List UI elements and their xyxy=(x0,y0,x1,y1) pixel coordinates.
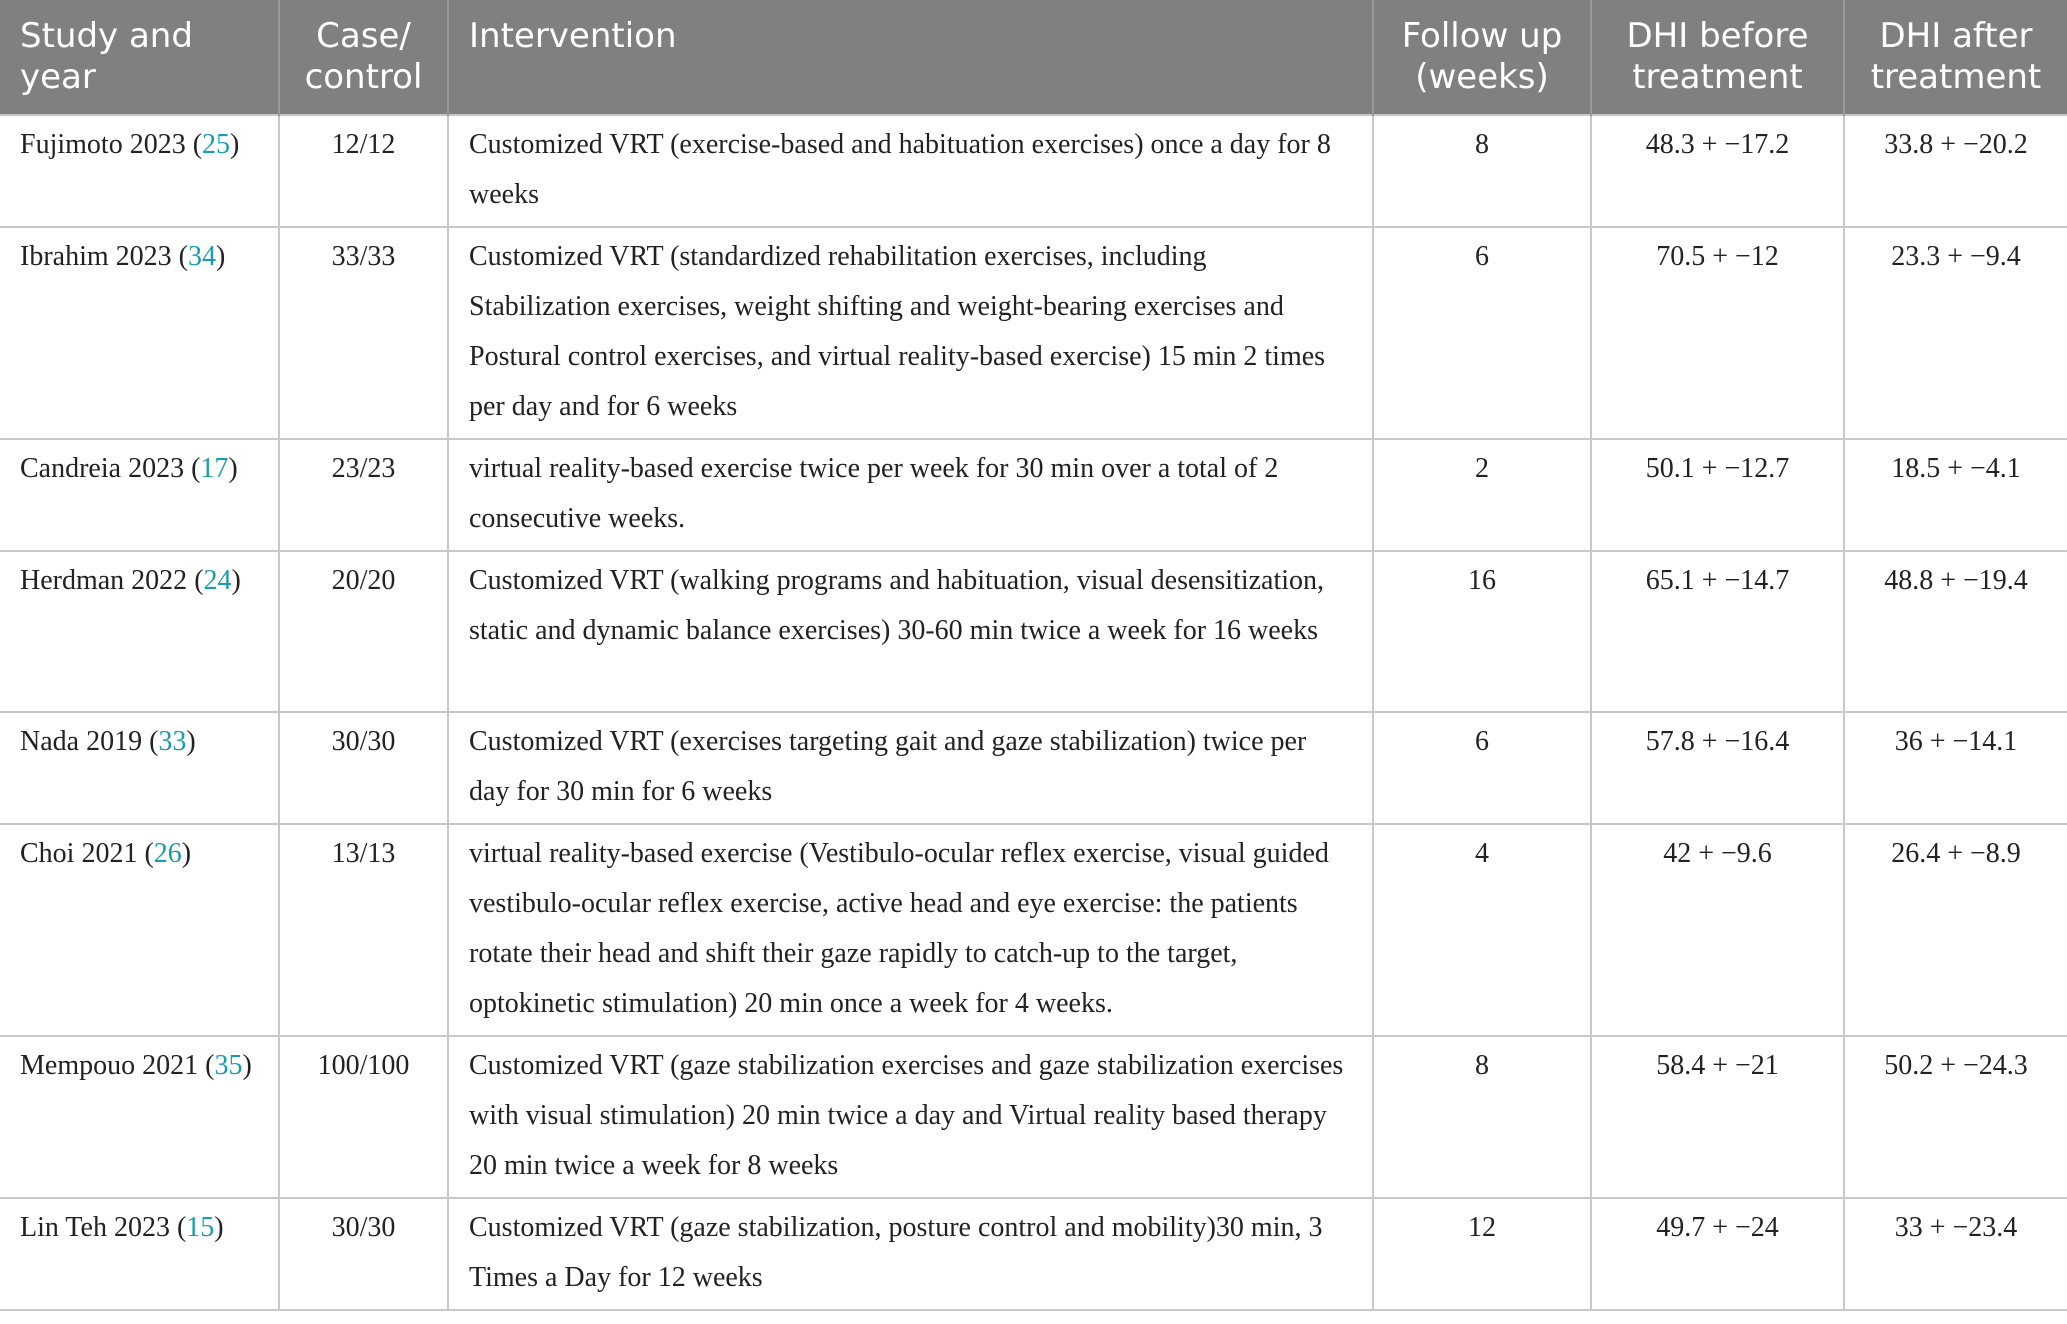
follow-up-cell: 4 xyxy=(1372,823,1592,1037)
dhi-before-cell: 48.3 + −17.2 xyxy=(1590,114,1845,228)
intervention-cell: Customized VRT (walking programs and hab… xyxy=(447,550,1374,713)
study-name: Candreia 2023 xyxy=(20,453,185,484)
table-row: Herdman 2022 (24) 20/20 Customized VRT (wa… xyxy=(0,550,2067,713)
dhi-after-cell: 26.4 + −8.9 xyxy=(1843,823,2067,1037)
study-cell: Mempouo 2021 (35) xyxy=(0,1035,280,1199)
study-cell: Lin Teh 2023 (15) xyxy=(0,1197,280,1311)
study-name: Lin Teh 2023 xyxy=(20,1212,170,1243)
reference-link[interactable]: 26 xyxy=(153,838,182,869)
study-cell: Ibrahim 2023 (34) xyxy=(0,226,280,440)
follow-up-cell: 6 xyxy=(1372,226,1592,440)
dhi-before-cell: 58.4 + −21 xyxy=(1590,1035,1845,1199)
dhi-after-cell: 33.8 + −20.2 xyxy=(1843,114,2067,228)
header-row: Study and year Case/ control Interventio… xyxy=(0,0,2067,115)
table-row: Mempouo 2021 (35) 100/100 Customized VRT (… xyxy=(0,1035,2067,1199)
study-cell: Choi 2021 (26) xyxy=(0,823,280,1037)
follow-up-cell: 8 xyxy=(1372,114,1592,228)
reference-link[interactable]: 15 xyxy=(186,1212,215,1243)
case-control-cell: 12/12 xyxy=(278,114,449,228)
follow-up-cell: 2 xyxy=(1372,438,1592,552)
study-cell: Nada 2019 (33) xyxy=(0,711,280,825)
study-name: Herdman 2022 xyxy=(20,565,188,596)
reference-link[interactable]: 25 xyxy=(202,129,231,160)
reference-link[interactable]: 33 xyxy=(158,726,187,757)
table-row: Fujimoto 2023 (25) 12/12 Customized VRT (e… xyxy=(0,114,2067,228)
reference-link[interactable]: 34 xyxy=(187,241,216,272)
study-name: Fujimoto 2023 xyxy=(20,129,186,160)
table-row: Choi 2021 (26) 13/13 virtual reality-based… xyxy=(0,823,2067,1037)
study-cell: Herdman 2022 (24) xyxy=(0,550,280,713)
dhi-after-cell: 50.2 + −24.3 xyxy=(1843,1035,2067,1199)
dhi-before-cell: 50.1 + −12.7 xyxy=(1590,438,1845,552)
header-case-control: Case/ control xyxy=(278,0,448,115)
table-row: Lin Teh 2023 (15) 30/30 Customized VRT (ga… xyxy=(0,1197,2067,1311)
follow-up-cell: 6 xyxy=(1372,711,1592,825)
intervention-cell: virtual reality-based exercise (Vestibul… xyxy=(447,823,1374,1037)
study-name: Mempouo 2021 xyxy=(20,1050,199,1081)
dhi-before-cell: 70.5 + −12 xyxy=(1590,226,1845,440)
follow-up-cell: 12 xyxy=(1372,1197,1592,1311)
table-row: Nada 2019 (33) 30/30 Customized VRT (exerc… xyxy=(0,711,2067,825)
reference-link[interactable]: 24 xyxy=(203,565,232,596)
intervention-cell: Customized VRT (gaze stabilization, post… xyxy=(447,1197,1374,1311)
dhi-before-cell: 57.8 + −16.4 xyxy=(1590,711,1845,825)
table-row: Ibrahim 2023 (34) 33/33 Customized VRT (st… xyxy=(0,226,2067,440)
header-study: Study and year xyxy=(0,0,279,115)
dhi-before-cell: 42 + −9.6 xyxy=(1590,823,1845,1037)
case-control-cell: 30/30 xyxy=(278,1197,449,1311)
intervention-cell: Customized VRT (standardized rehabilitat… xyxy=(447,226,1374,440)
intervention-cell: Customized VRT (exercises targeting gait… xyxy=(447,711,1374,825)
reference-link[interactable]: 17 xyxy=(200,453,229,484)
header-intervention: Intervention xyxy=(447,0,1373,115)
dhi-after-cell: 23.3 + −9.4 xyxy=(1843,226,2067,440)
study-name: Choi 2021 xyxy=(20,838,138,869)
study-cell: Fujimoto 2023 (25) xyxy=(0,114,280,228)
study-name: Ibrahim 2023 xyxy=(20,241,172,272)
dhi-after-cell: 33 + −23.4 xyxy=(1843,1197,2067,1311)
dhi-before-cell: 65.1 + −14.7 xyxy=(1590,550,1845,713)
case-control-cell: 30/30 xyxy=(278,711,449,825)
dhi-after-cell: 18.5 + −4.1 xyxy=(1843,438,2067,552)
reference-link[interactable]: 35 xyxy=(214,1050,243,1081)
case-control-cell: 100/100 xyxy=(278,1035,449,1199)
table-row: Candreia 2023 (17) 23/23 virtual reality-b… xyxy=(0,438,2067,552)
header-dhi-after: DHI after treatment xyxy=(1843,0,2067,115)
study-name: Nada 2019 xyxy=(20,726,143,757)
case-control-cell: 23/23 xyxy=(278,438,449,552)
header-follow-up: Follow up (weeks) xyxy=(1372,0,1591,115)
intervention-cell: Customized VRT (gaze stabilization exerc… xyxy=(447,1035,1374,1199)
study-cell: Candreia 2023 (17) xyxy=(0,438,280,552)
case-control-cell: 20/20 xyxy=(278,550,449,713)
case-control-cell: 13/13 xyxy=(278,823,449,1037)
dhi-before-cell: 49.7 + −24 xyxy=(1590,1197,1845,1311)
dhi-after-cell: 36 + −14.1 xyxy=(1843,711,2067,825)
follow-up-cell: 8 xyxy=(1372,1035,1592,1199)
dhi-after-cell: 48.8 + −19.4 xyxy=(1843,550,2067,713)
intervention-cell: virtual reality-based exercise twice per… xyxy=(447,438,1374,552)
follow-up-cell: 16 xyxy=(1372,550,1592,713)
intervention-cell: Customized VRT (exercise-based and habit… xyxy=(447,114,1374,228)
case-control-cell: 33/33 xyxy=(278,226,449,440)
header-dhi-before: DHI before treatment xyxy=(1590,0,1844,115)
